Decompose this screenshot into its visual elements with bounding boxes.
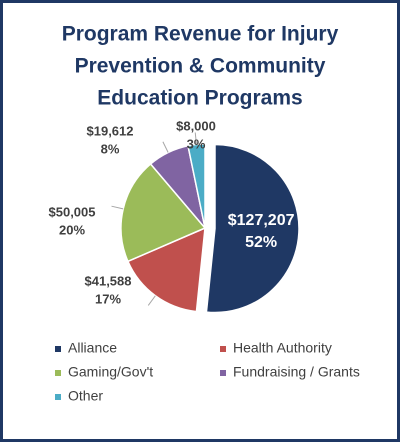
legend-label: Alliance <box>68 340 117 356</box>
chart-title: Education Programs <box>97 87 302 110</box>
data-label: $19,612 <box>87 123 134 138</box>
legend-swatch <box>220 346 226 352</box>
data-label: $8,000 <box>176 118 216 133</box>
data-label: $41,588 <box>85 273 132 288</box>
data-label: $50,005 <box>49 204 96 219</box>
chart-title: Prevention & Community <box>75 55 326 78</box>
legend-swatch <box>55 370 61 376</box>
leader-line <box>194 132 197 145</box>
legend-swatch <box>220 370 226 376</box>
pie-slice <box>120 162 207 263</box>
legend-label: Gaming/Gov't <box>68 364 153 380</box>
percent-label: 20% <box>59 222 85 237</box>
legend-swatch <box>55 394 61 400</box>
chart-title: Program Revenue for Injury <box>62 23 339 46</box>
percent-label: 8% <box>101 141 120 156</box>
leader-line <box>147 295 156 306</box>
pie-slice <box>205 143 300 314</box>
percent-label: 3% <box>187 136 206 151</box>
leader-line <box>162 141 169 153</box>
data-label: $127,207 <box>228 212 295 229</box>
percent-label: 17% <box>95 291 121 306</box>
pie-slice <box>187 143 206 229</box>
legend-label: Other <box>68 388 103 404</box>
legend-swatch <box>55 346 61 352</box>
legend-label: Fundraising / Grants <box>233 364 360 380</box>
legend-label: Health Authority <box>233 340 332 356</box>
percent-label: 52% <box>245 234 277 251</box>
leader-line <box>111 205 124 210</box>
